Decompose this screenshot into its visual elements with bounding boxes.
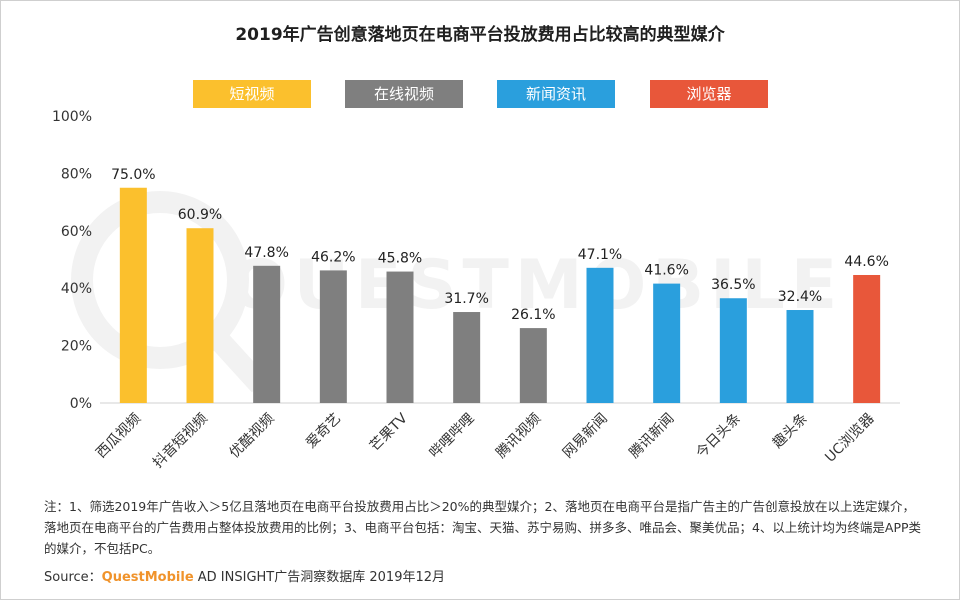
bar [386, 271, 414, 403]
x-tick-label: 腾讯新闻 [626, 410, 678, 462]
x-tick-label: 西瓜视频 [93, 411, 144, 462]
bar [653, 283, 681, 403]
data-label: 36.5% [711, 277, 755, 293]
bar [253, 265, 281, 403]
data-label: 45.8% [378, 251, 422, 267]
y-tick-label: 80% [61, 166, 92, 182]
legend: 短视频 在线视频 新闻资讯 浏览器 [0, 80, 960, 108]
legend-item-short-video: 短视频 [193, 80, 311, 108]
bar [519, 328, 547, 403]
data-label: 41.6% [644, 263, 688, 279]
data-label: 46.2% [311, 249, 355, 265]
source-brand: QuestMobile [101, 570, 194, 585]
y-tick-label: 100% [52, 109, 92, 125]
data-label: 31.7% [444, 291, 488, 307]
data-label: 47.1% [578, 247, 622, 263]
bar [319, 270, 347, 403]
data-label: 75.0% [111, 167, 155, 183]
y-tick-label: 40% [61, 281, 92, 297]
legend-item-browser: 浏览器 [650, 80, 768, 108]
bar [853, 274, 881, 403]
source-text: AD INSIGHT广告洞察数据库 2019年12月 [193, 570, 446, 585]
x-tick-label: UC浏览器 [822, 411, 877, 466]
x-tick-label: 抖音短视频 [149, 410, 211, 472]
bar [719, 298, 747, 403]
x-tick-label: 趣头条 [769, 410, 811, 452]
bar [186, 228, 214, 403]
x-tick-label: 爱奇艺 [302, 410, 344, 452]
data-label: 60.9% [178, 207, 222, 223]
legend-item-news: 新闻资讯 [497, 80, 615, 108]
y-tick-label: 60% [61, 224, 92, 240]
footnote: 注：1、筛选2019年广告收入＞5亿且落地页在电商平台投放费用占比＞20%的典型… [44, 499, 922, 556]
bar [786, 310, 814, 403]
x-tick-label: 今日头条 [693, 410, 745, 462]
data-label: 47.8% [244, 245, 288, 261]
x-tick-label: 网易新闻 [560, 411, 611, 462]
bar [586, 267, 614, 403]
data-label: 32.4% [778, 289, 822, 305]
legend-item-online-video: 在线视频 [345, 80, 463, 108]
y-tick-label: 0% [70, 396, 92, 412]
x-tick-label: 芒果TV [367, 410, 411, 454]
bar-chart: 0% 20% 40% 60% 80% 100% 75.0% 西瓜视频 60.9% 抖音短视频 47.… [52, 109, 900, 472]
source-label: Source： [44, 570, 102, 585]
chart-title: 2019年广告创意落地页在电商平台投放费用占比较高的典型媒介 [235, 25, 725, 45]
data-label: 44.6% [844, 254, 888, 270]
x-tick-label: 哔哩哔哩 [427, 411, 478, 462]
bar [119, 187, 147, 403]
x-tick-label: 腾讯视频 [493, 410, 545, 462]
x-tick-label: 优酷视频 [227, 411, 278, 462]
y-tick-label: 20% [61, 339, 92, 355]
bar [453, 312, 481, 403]
source-line: Source：QuestMobile AD INSIGHT广告洞察数据库 201… [44, 566, 445, 585]
data-label: 26.1% [511, 307, 555, 323]
